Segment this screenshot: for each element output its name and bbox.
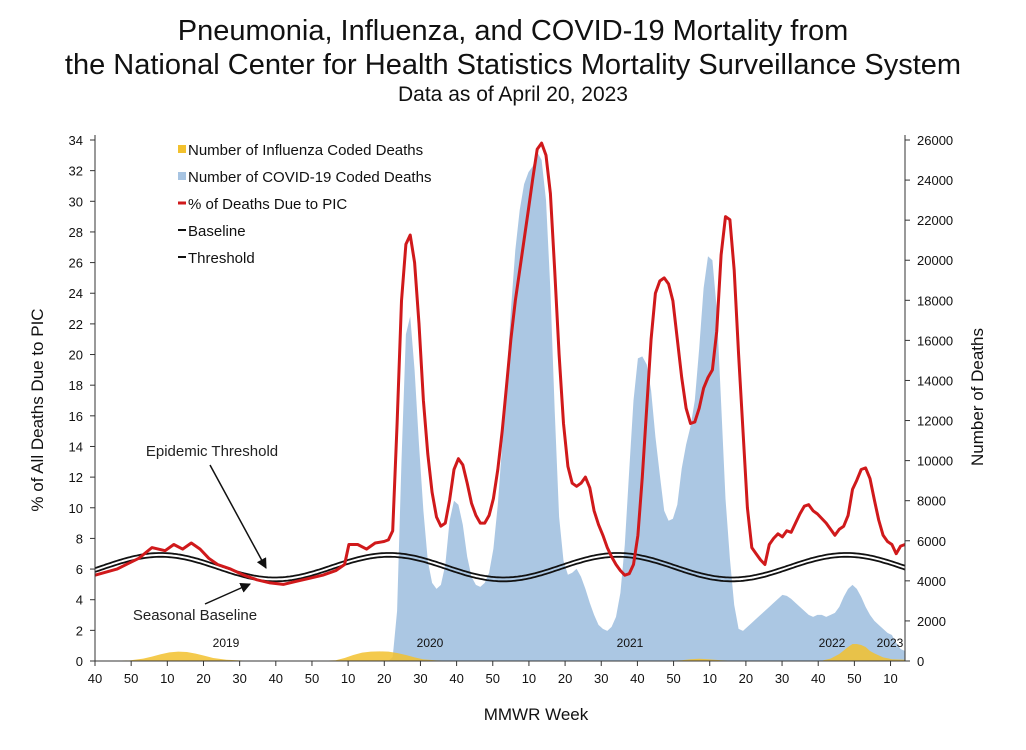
epidemic-threshold-arrow <box>209 464 267 569</box>
left-tick-label: 20 <box>69 348 83 363</box>
x-tick-label: 20 <box>558 671 572 686</box>
right-tick-label: 8000 <box>917 494 946 509</box>
legend-label: Baseline <box>188 223 246 240</box>
x-tick-label: 50 <box>847 671 861 686</box>
left-tick-label: 30 <box>69 194 83 209</box>
seasonal-baseline-annotation: Seasonal Baseline <box>133 607 257 624</box>
left-tick-label: 12 <box>69 470 83 485</box>
right-axis-ticks: 0 2000 4000 6000 8000 10000 12000 14000 16000 180… <box>905 133 953 669</box>
year-label: 2020 <box>417 636 444 650</box>
legend-label: Number of Influenza Coded Deaths <box>188 142 423 159</box>
influenza-deaths-area <box>95 644 905 661</box>
x-tick-label: 10 <box>160 671 174 686</box>
right-tick-label: 0 <box>917 654 924 669</box>
x-tick-label: 10 <box>702 671 716 686</box>
x-tick-label: 20 <box>739 671 753 686</box>
left-tick-label: 8 <box>76 531 83 546</box>
left-tick-label: 32 <box>69 164 83 179</box>
right-tick-label: 14000 <box>917 373 953 388</box>
x-tick-label: 40 <box>449 671 463 686</box>
left-tick-label: 6 <box>76 562 83 577</box>
left-tick-label: 28 <box>69 225 83 240</box>
right-tick-label: 2000 <box>917 614 946 629</box>
left-tick-label: 10 <box>69 501 83 516</box>
left-tick-label: 22 <box>69 317 83 332</box>
right-tick-label: 10000 <box>917 454 953 469</box>
x-tick-label: 40 <box>269 671 283 686</box>
left-tick-label: 4 <box>76 593 83 608</box>
chart-title-line2: the National Center for Health Statistic… <box>64 49 962 81</box>
legend-swatch <box>178 172 186 180</box>
x-tick-label: 30 <box>232 671 246 686</box>
x-axis-ticks: 40 50 10 20 30 40 50 10 20 30 40 50 10 20 30 40 50 10 20 30… <box>88 661 898 686</box>
legend: Number of Influenza Coded Deaths Number o… <box>178 142 431 267</box>
left-axis-label: % of All Deaths Due to PIC <box>28 308 47 511</box>
left-tick-label: 16 <box>69 409 83 424</box>
x-tick-label: 50 <box>124 671 138 686</box>
left-tick-label: 24 <box>69 286 83 301</box>
legend-label: Threshold <box>188 250 255 267</box>
right-tick-label: 4000 <box>917 574 946 589</box>
x-tick-label: 40 <box>811 671 825 686</box>
year-labels: 2019 2020 2021 2022 2023 <box>213 636 904 650</box>
x-tick-label: 10 <box>341 671 355 686</box>
legend-swatch <box>178 145 186 153</box>
epidemic-threshold-annotation: Epidemic Threshold <box>146 443 278 460</box>
x-tick-label: 50 <box>305 671 319 686</box>
baseline-line <box>94 555 906 583</box>
chart-title: Pneumonia, Influenza, and COVID-19 Morta… <box>177 15 849 47</box>
legend-label: % of Deaths Due to PIC <box>188 196 347 213</box>
x-tick-label: 10 <box>883 671 897 686</box>
left-tick-label: 26 <box>69 256 83 271</box>
x-tick-label: 30 <box>594 671 608 686</box>
year-label: 2023 <box>877 636 904 650</box>
annotations: Epidemic Threshold Seasonal Baseline <box>133 443 278 624</box>
x-tick-label: 30 <box>413 671 427 686</box>
x-tick-label: 50 <box>486 671 500 686</box>
legend-label: Number of COVID-19 Coded Deaths <box>188 169 431 186</box>
right-tick-label: 12000 <box>917 414 953 429</box>
x-tick-label: 10 <box>522 671 536 686</box>
axes <box>94 135 906 662</box>
year-label: 2019 <box>213 636 240 650</box>
x-tick-label: 40 <box>88 671 102 686</box>
pic-percent-line <box>94 141 906 586</box>
chart-subtitle: Data as of April 20, 2023 <box>398 83 628 106</box>
x-tick-label: 50 <box>666 671 680 686</box>
right-tick-label: 20000 <box>917 253 953 268</box>
left-tick-label: 14 <box>69 439 83 454</box>
x-tick-label: 20 <box>377 671 391 686</box>
year-label: 2022 <box>819 636 846 650</box>
left-tick-label: 34 <box>69 133 83 148</box>
seasonal-baseline-arrow <box>204 583 251 605</box>
pic-line-path <box>94 141 906 586</box>
right-tick-label: 6000 <box>917 534 946 549</box>
right-tick-label: 18000 <box>917 293 953 308</box>
x-tick-label: 40 <box>630 671 644 686</box>
influenza-area-path <box>95 644 905 661</box>
left-tick-label: 0 <box>76 654 83 669</box>
x-tick-label: 30 <box>775 671 789 686</box>
year-label: 2021 <box>617 636 644 650</box>
x-axis-label: MMWR Week <box>484 705 589 724</box>
x-tick-label: 20 <box>196 671 210 686</box>
right-tick-label: 24000 <box>917 173 953 188</box>
right-tick-label: 26000 <box>917 133 953 148</box>
right-axis-label: Number of Deaths <box>968 328 987 466</box>
right-tick-label: 22000 <box>917 213 953 228</box>
left-tick-label: 18 <box>69 378 83 393</box>
right-tick-label: 16000 <box>917 333 953 348</box>
left-tick-label: 2 <box>76 623 83 638</box>
